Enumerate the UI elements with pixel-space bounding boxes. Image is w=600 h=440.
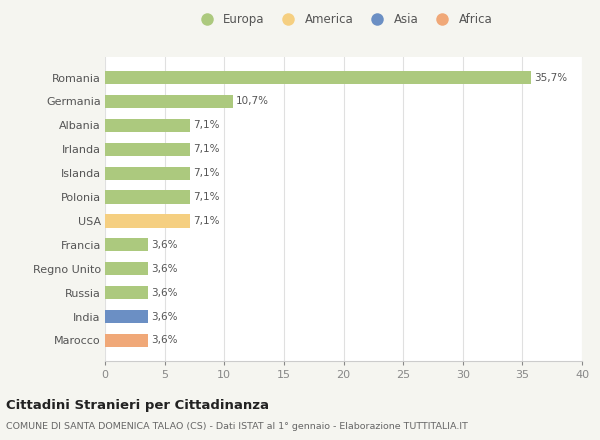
Bar bbox=[105, 238, 148, 251]
Text: 7,1%: 7,1% bbox=[193, 121, 220, 130]
Bar bbox=[105, 310, 148, 323]
Bar bbox=[105, 119, 190, 132]
Bar bbox=[105, 143, 190, 156]
Text: 7,1%: 7,1% bbox=[193, 192, 220, 202]
Bar bbox=[105, 71, 531, 84]
Bar bbox=[105, 334, 148, 347]
Bar bbox=[105, 191, 190, 204]
Bar bbox=[105, 95, 233, 108]
Bar bbox=[105, 167, 190, 180]
Text: Cittadini Stranieri per Cittadinanza: Cittadini Stranieri per Cittadinanza bbox=[6, 399, 269, 412]
Text: 3,6%: 3,6% bbox=[152, 240, 178, 250]
Text: 7,1%: 7,1% bbox=[193, 216, 220, 226]
Text: 3,6%: 3,6% bbox=[152, 312, 178, 322]
Text: 7,1%: 7,1% bbox=[193, 168, 220, 178]
Text: COMUNE DI SANTA DOMENICA TALAO (CS) - Dati ISTAT al 1° gennaio - Elaborazione TU: COMUNE DI SANTA DOMENICA TALAO (CS) - Da… bbox=[6, 422, 468, 431]
Text: 3,6%: 3,6% bbox=[152, 335, 178, 345]
Bar bbox=[105, 214, 190, 227]
Text: 3,6%: 3,6% bbox=[152, 264, 178, 274]
Legend: Europa, America, Asia, Africa: Europa, America, Asia, Africa bbox=[190, 8, 497, 31]
Bar bbox=[105, 262, 148, 275]
Text: 7,1%: 7,1% bbox=[193, 144, 220, 154]
Text: 3,6%: 3,6% bbox=[152, 288, 178, 297]
Bar bbox=[105, 286, 148, 299]
Text: 10,7%: 10,7% bbox=[236, 96, 269, 106]
Text: 35,7%: 35,7% bbox=[534, 73, 568, 83]
